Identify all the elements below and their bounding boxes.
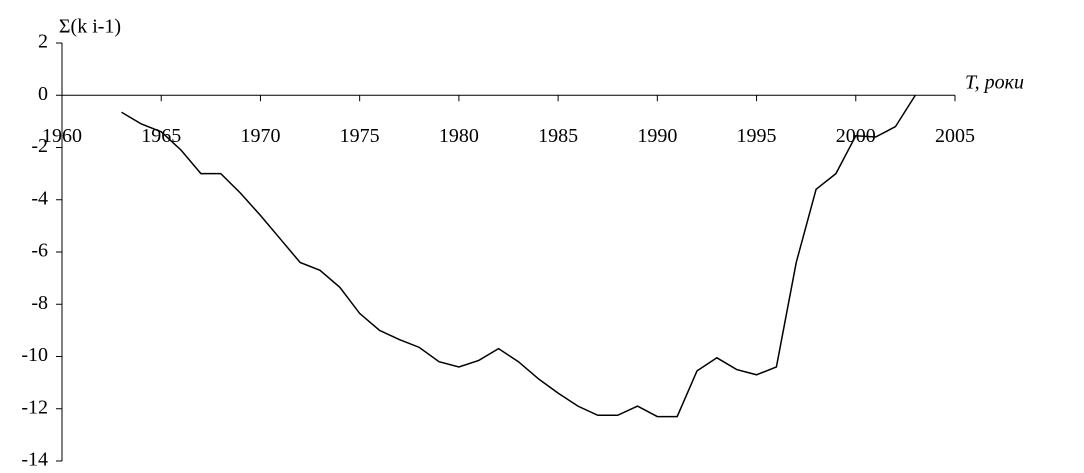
y-tick-label: -14 [21, 449, 48, 471]
y-tick-label: -4 [31, 187, 48, 209]
x-tick-label: 1965 [141, 125, 181, 147]
x-tick-label: 1960 [42, 125, 82, 147]
x-tick-label: 1995 [737, 125, 777, 147]
x-tick-label: 2005 [935, 125, 975, 147]
y-tick-label: 0 [38, 83, 48, 105]
x-axis-label: T, роки [965, 72, 1024, 94]
x-tick-label: 1975 [340, 125, 380, 147]
x-tick-label: 1990 [637, 125, 677, 147]
data-line [121, 94, 916, 418]
x-tick-label: 1985 [538, 125, 578, 147]
x-tick-label: 1980 [439, 125, 479, 147]
y-tick-label: -2 [31, 135, 48, 157]
y-axis-label: Σ(k i-1) [59, 16, 121, 38]
y-tick-label: -8 [31, 292, 48, 314]
y-tick-label: 2 [38, 31, 48, 53]
y-tick-label: -10 [21, 344, 48, 366]
y-tick-label: -6 [31, 240, 48, 262]
y-tick-label: -12 [21, 396, 48, 418]
x-tick-label: 1970 [240, 125, 280, 147]
